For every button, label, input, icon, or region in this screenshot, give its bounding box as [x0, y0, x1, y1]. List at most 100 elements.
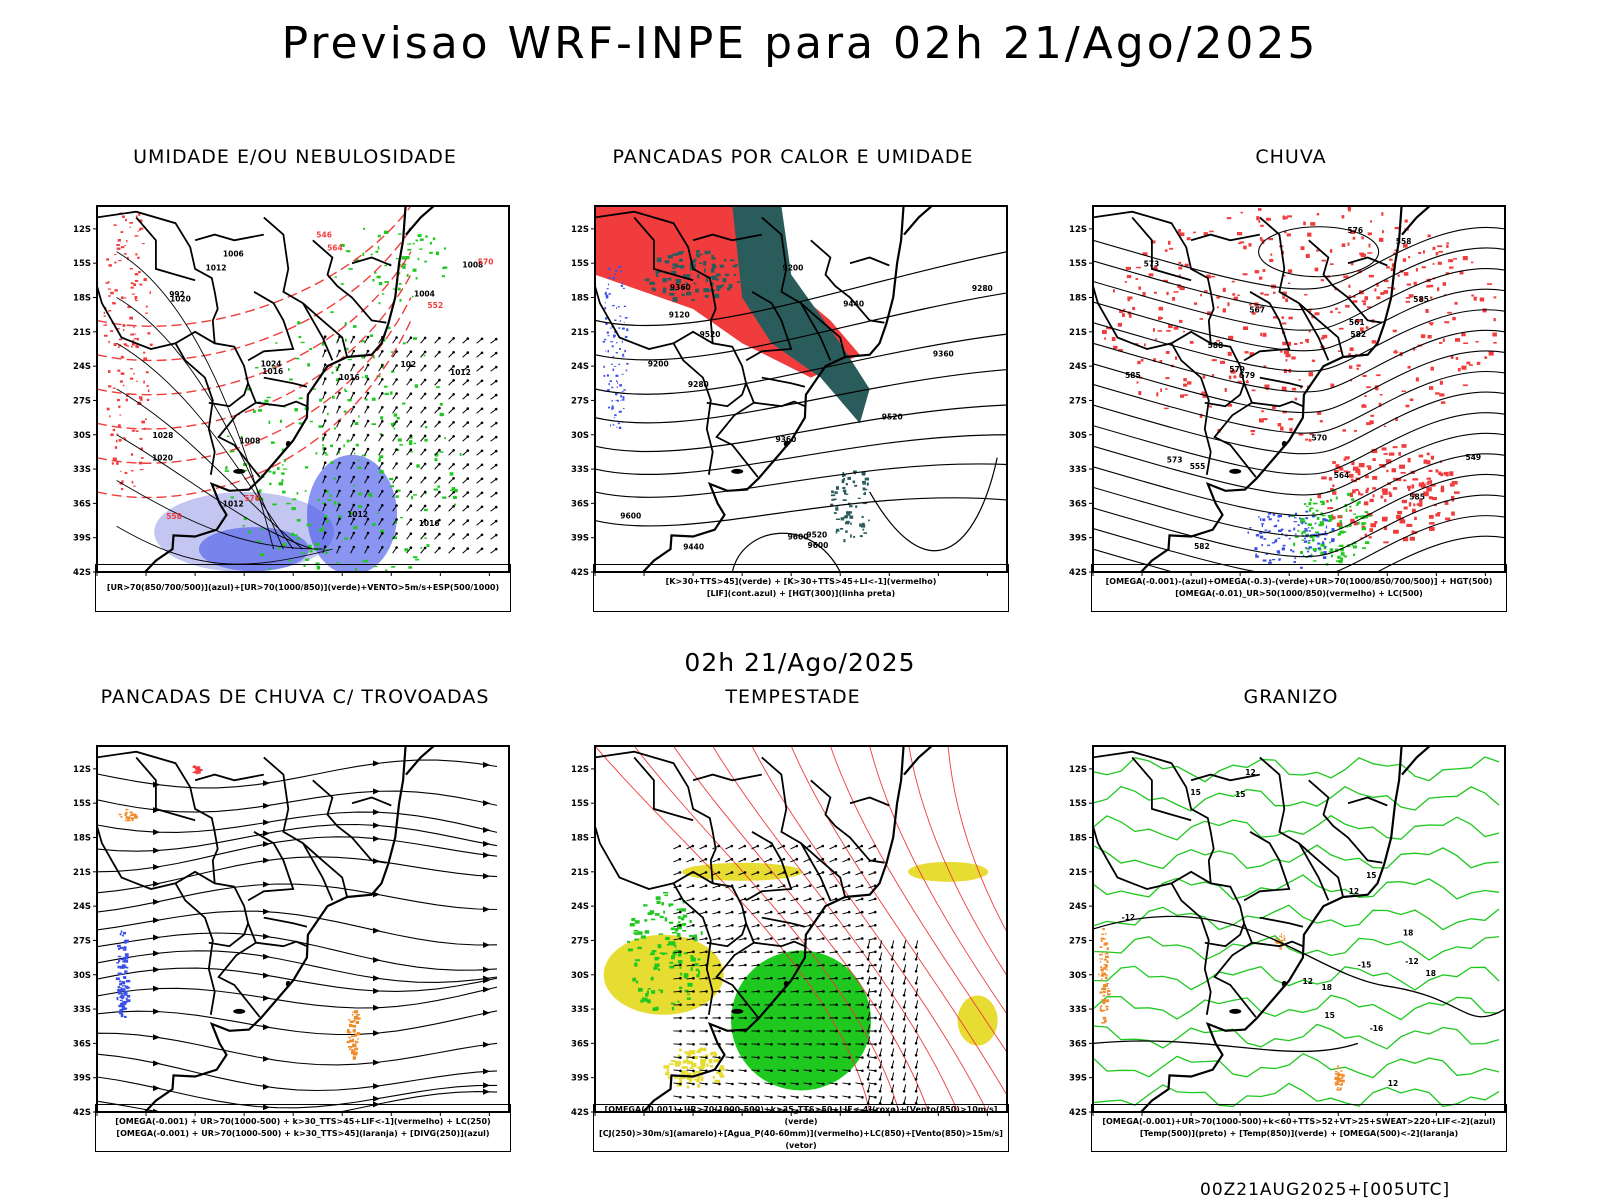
lat-tick-label: 39S	[73, 1074, 91, 1084]
contour-label: 552	[427, 301, 443, 310]
legend-box: [K>30+TTS>45](verde) + [K>30+TTS>45+LI<-…	[593, 564, 1009, 612]
map-panel-2: PANCADAS POR CALOR E UMIDADE 9600 9600 9600…	[563, 146, 1023, 616]
contour-label: -12	[1405, 957, 1419, 966]
contour-label: 12	[1245, 768, 1255, 777]
contour-label: 1012	[347, 510, 368, 519]
contour-label: 9600	[620, 512, 641, 521]
contour-label: 1020	[152, 453, 173, 462]
lat-tick-label: 15S	[73, 799, 91, 809]
contour-label: -16	[1370, 1024, 1384, 1033]
lat-tick-label: 33S	[73, 465, 91, 475]
map-panel-4: PANCADAS DE CHUVA C/ TROVOADAS 12S 15S 18S 2…	[65, 686, 525, 1156]
contour-label: 549	[1466, 453, 1482, 462]
lat-tick-label: 24S	[1069, 902, 1087, 912]
lat-tick-label: 30S	[73, 431, 91, 441]
lat-tick-label: 12S	[571, 225, 589, 235]
contour-label: -15	[1358, 961, 1372, 970]
contour-label: 570	[478, 257, 494, 266]
lat-tick-label: 30S	[1069, 431, 1087, 441]
lat-tick-label: 33S	[571, 1005, 589, 1015]
contour-label: 1028	[153, 431, 174, 440]
contour-label: 570	[1312, 434, 1328, 443]
contour-label: 585	[1413, 295, 1429, 304]
lat-tick-label: 33S	[73, 1005, 91, 1015]
map-panel-5: TEMPESTADE 12S 15S 18S 21S 24S 27S 30S 33S 36S 39S…	[563, 686, 1023, 1156]
legend-line: [CJ(250)>30m/s](amarelo)+[Agua_P(40-60mm…	[599, 1129, 1003, 1150]
forecast-map: 1012 1012 1016 1016 1020 1020 1016 1012 1008 1008…	[73, 205, 510, 576]
contour-label: 9280	[972, 284, 993, 293]
panel-title: UMIDADE E/OU NEBULOSIDADE	[133, 146, 457, 168]
contour-label: 558	[166, 512, 182, 521]
lat-tick-label: 18S	[571, 834, 589, 844]
lat-tick-label: 36S	[73, 1039, 91, 1049]
contour-label: 564	[1334, 471, 1350, 480]
contour-label: 9520	[700, 330, 721, 339]
contour-label: 1024	[261, 359, 282, 368]
contour-label: 582	[1194, 542, 1210, 551]
contour-label: 15	[1235, 790, 1245, 799]
lat-tick-label: 27S	[571, 936, 589, 946]
panel-title: PANCADAS POR CALOR E UMIDADE	[612, 146, 974, 168]
contour-label: 1012	[206, 263, 227, 272]
lat-tick-label: 33S	[1069, 465, 1087, 475]
lat-tick-label: 21S	[1069, 328, 1087, 338]
lat-tick-label: 36S	[1069, 499, 1087, 509]
lat-tick-label: 12S	[73, 765, 91, 775]
lat-tick-label: 30S	[1069, 971, 1087, 981]
panel-title: PANCADAS DE CHUVA C/ TROVOADAS	[100, 686, 490, 708]
lat-tick-label: 36S	[73, 499, 91, 509]
contour-label: 9600	[788, 532, 809, 541]
lat-tick-label: 15S	[1069, 799, 1087, 809]
lat-tick-label: 42S	[73, 568, 91, 576]
lat-tick-label: 12S	[1069, 765, 1087, 775]
contour-label: 12	[1303, 977, 1313, 986]
lat-tick-label: 27S	[1069, 396, 1087, 406]
panel-title: GRANIZO	[1243, 686, 1339, 708]
legend-box: [OMEGA(-0.001)+UR>70(1000-500)+k<60+TTS>…	[1091, 1104, 1507, 1152]
legend-box: [OMEGA(-0.001)+UR>70(1000-500)+k>35_TTS>…	[593, 1104, 1009, 1152]
lat-tick-label: 15S	[571, 799, 589, 809]
contour-label: 585	[1409, 493, 1425, 502]
legend-box: [UR>70(850/700/500)](azul)+[UR>70(1000/8…	[95, 564, 511, 612]
lat-tick-label: 15S	[73, 259, 91, 269]
lat-tick-label: 33S	[1069, 1005, 1087, 1015]
map-panel-1: UMIDADE E/OU NEBULOSIDADE 1012 1012 1016 101…	[65, 146, 525, 616]
legend-box: [OMEGA(-0.001)-(azul)+OMEGA(-0.3)-(verde…	[1091, 564, 1507, 612]
lat-tick-label: 21S	[571, 868, 589, 878]
lat-tick-label: 18S	[73, 834, 91, 844]
lat-tick-label: 24S	[571, 902, 589, 912]
legend-line: [Temp(500)](preto) + [Temp(850)](verde) …	[1139, 1129, 1459, 1138]
main-title: Previsao WRF-INPE para 02h 21/Ago/2025	[281, 18, 1319, 69]
contour-label: 9200	[648, 360, 669, 369]
contour-label: 102	[401, 360, 417, 369]
contour-label: 9200	[783, 264, 804, 273]
lat-tick-label: 18S	[73, 294, 91, 304]
lat-tick-label: 33S	[571, 465, 589, 475]
contour-label: 567	[1249, 306, 1265, 315]
contour-label: 573	[1144, 260, 1160, 269]
lat-tick-label: 39S	[571, 534, 589, 544]
lat-tick-label: 36S	[571, 1039, 589, 1049]
lat-tick-label: 24S	[73, 902, 91, 912]
run-time-footer: 00Z21AUG2025+[005UTC]	[1200, 1180, 1451, 1200]
contour-label: 546	[316, 231, 332, 240]
lat-tick-label: 39S	[571, 1074, 589, 1084]
panel-title: CHUVA	[1255, 146, 1327, 168]
lat-tick-label: 18S	[571, 294, 589, 304]
lat-tick-label: 39S	[1069, 1074, 1087, 1084]
contour-label: 1020	[170, 295, 191, 304]
panel-title: TEMPESTADE	[725, 686, 861, 708]
forecast-map: 12 12 12 15 15 15 15 18 18 -12 -12 -15 -16 18 12 12S 15S…	[1069, 745, 1506, 1116]
lat-tick-label: 24S	[571, 362, 589, 372]
lat-tick-label: 27S	[73, 936, 91, 946]
contour-label: 18	[1403, 928, 1413, 937]
contour-label: 1016	[339, 373, 360, 382]
lat-tick-label: 15S	[571, 259, 589, 269]
contour-label: 1012	[450, 368, 471, 377]
contour-label: 18	[1322, 983, 1332, 992]
lat-tick-label: 30S	[73, 971, 91, 981]
lat-tick-label: 30S	[571, 971, 589, 981]
contour-label: 9440	[843, 300, 864, 309]
contour-label: 1008	[462, 261, 483, 270]
